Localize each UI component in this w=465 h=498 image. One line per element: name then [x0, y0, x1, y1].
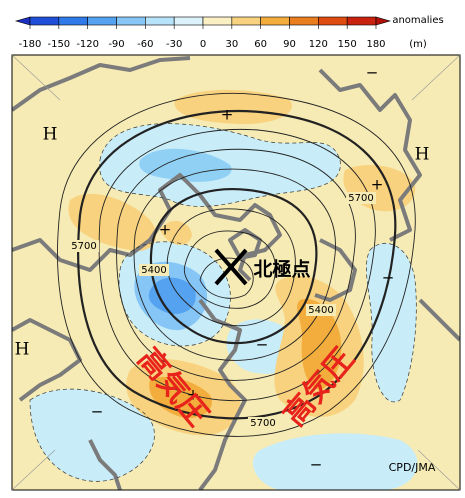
- positive-anomaly-label: +: [221, 106, 234, 124]
- colorbar-bin: [116, 16, 146, 26]
- colorbar-bin: [87, 16, 117, 26]
- colorbar-bin: [29, 16, 60, 26]
- positive-anomaly-label: +: [159, 221, 172, 239]
- high-label: H: [43, 125, 58, 145]
- high-label: H: [15, 340, 30, 360]
- high-label: H: [415, 145, 430, 165]
- contour-label: 5400: [308, 305, 333, 316]
- colorbar-bin: [231, 16, 261, 26]
- colorbar-bin: [318, 16, 348, 26]
- colorbar-tick-label: -150: [47, 39, 70, 50]
- map-frame: [11, 54, 461, 491]
- colorbar: -180 -150 -120 -90 -60 -30 0 30 60 90 120 150 180: [14, 16, 392, 50]
- contour-label: 5400: [141, 265, 166, 276]
- colorbar-unit: (m): [409, 39, 427, 50]
- negative-anomaly-label: −: [91, 403, 104, 421]
- positive-anomaly-label: +: [187, 386, 200, 404]
- colorbar-tick-label: -180: [19, 39, 42, 50]
- colorbar-bin: [173, 16, 204, 26]
- negative-anomaly-label: −: [256, 336, 269, 354]
- north-pole-label: 北極点: [253, 258, 310, 281]
- contour-label: 5700: [71, 241, 96, 252]
- colorbar-tick-label: 30: [225, 39, 238, 50]
- colorbar-bin: [145, 16, 175, 26]
- colorbar-bin: [58, 16, 88, 26]
- positive-anomaly-label: +: [371, 176, 384, 194]
- colorbar-tick-label: 60: [254, 39, 267, 50]
- coastline: [12, 56, 460, 490]
- map-corners: [11, 54, 461, 491]
- credit: CPD/JMA: [389, 461, 436, 474]
- north-pole-marker: [214, 248, 248, 286]
- contour-label: 5700: [250, 418, 275, 429]
- colorbar-bin: [260, 16, 290, 26]
- colorbar-bin: [289, 16, 319, 26]
- colorbar-tick-label: -60: [137, 39, 153, 50]
- colorbar-tick-label: 0: [200, 39, 206, 50]
- contour-label: 5700: [348, 193, 373, 204]
- colorbar-title: anomalies: [392, 15, 443, 26]
- colorbar-extension: [375, 16, 392, 26]
- colorbar-bin: [346, 16, 377, 26]
- colorbar-tick-label: -120: [76, 39, 99, 50]
- contour-label-bg: [69, 240, 99, 252]
- colorbar-extension: [14, 16, 31, 26]
- colorbar-tick-label: 90: [283, 39, 296, 50]
- negative-anomaly-label: −: [310, 456, 323, 474]
- anomaly-zero-line: [29, 123, 417, 482]
- colorbar-tick-label: 180: [366, 39, 385, 50]
- colorbar-tick-label: 150: [338, 39, 357, 50]
- colorbar-tick-label: 120: [309, 39, 328, 50]
- contour-label-bg: [248, 417, 278, 429]
- negative-anomaly-label: −: [382, 269, 395, 287]
- colorbar-tick-label: -90: [108, 39, 124, 50]
- contour-label-bg: [346, 192, 376, 204]
- negative-anomaly-label: −: [366, 64, 379, 82]
- contour-label-bg: [306, 304, 336, 316]
- contour-label-bg: [139, 264, 169, 276]
- colorbar-bin: [202, 16, 233, 26]
- colorbar-tick-label: -30: [166, 39, 182, 50]
